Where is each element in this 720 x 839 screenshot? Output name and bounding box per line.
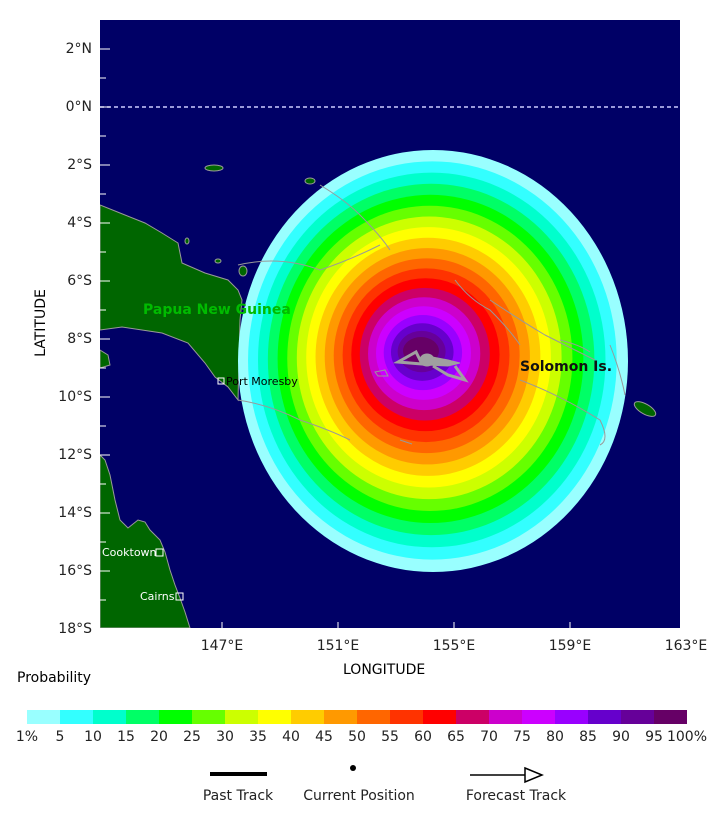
legend-label: 50: [348, 729, 366, 745]
city-label-cooktown: Cooktown: [102, 546, 157, 559]
legend-title: Probability: [17, 670, 92, 686]
lon-tick-label: 155°E: [432, 638, 476, 654]
legend-label: 30: [216, 729, 234, 745]
legend-swatch: [291, 710, 324, 724]
legend-label: 75: [513, 729, 531, 745]
lat-tick-label: 2°N: [65, 41, 92, 57]
legend-swatch: [258, 710, 291, 724]
legend-label: 70: [480, 729, 498, 745]
lat-tick-label: 16°S: [58, 563, 92, 579]
lat-tick-label: 6°S: [67, 273, 92, 289]
legend-swatch: [654, 710, 687, 724]
legend-swatch: [588, 710, 621, 724]
current-position-label: Current Position: [303, 788, 415, 804]
region-label-solomon: Solomon Is.: [520, 359, 613, 375]
legend-label: 1%: [15, 729, 39, 745]
lat-tick-label: 12°S: [58, 447, 92, 463]
longitude-axis-label: LONGITUDE: [343, 662, 426, 678]
lat-tick-label: 8°S: [67, 331, 92, 347]
island: [204, 164, 224, 172]
latitude-axis-label: LATITUDE: [33, 289, 49, 357]
lon-tick-label: 147°E: [200, 638, 244, 654]
legend-swatch: [93, 710, 126, 724]
legend-swatch: [621, 710, 654, 724]
legend-swatch: [159, 710, 192, 724]
city-markers: [155, 377, 225, 601]
legend-swatch: [324, 710, 357, 724]
legend-swatch: [423, 710, 456, 724]
forecast-track-label: Forecast Track: [465, 788, 567, 804]
legend-swatch: [522, 710, 555, 724]
map-plot: [100, 20, 680, 628]
lon-tick-label: 163°E: [664, 638, 708, 654]
legend-swatch: [192, 710, 225, 724]
legend-label: 90: [612, 729, 630, 745]
legend-label: 85: [579, 729, 597, 745]
legend-label: 40: [282, 729, 300, 745]
lat-tick-label: 0°N: [65, 99, 92, 115]
island: [304, 177, 316, 185]
lat-tick-label: 14°S: [58, 505, 92, 521]
past-track-label: Past Track: [202, 788, 274, 804]
legend-colorbar: [27, 710, 687, 724]
island: [633, 401, 657, 417]
forecast-track-swath: [392, 349, 469, 383]
island: [184, 237, 190, 245]
lon-tick-label: 151°E: [316, 638, 360, 654]
city-label-port-moresby: Port Moresby: [226, 375, 298, 388]
island: [214, 258, 222, 264]
legend-swatch: [456, 710, 489, 724]
legend-label: 80: [546, 729, 564, 745]
lat-tick-label: 4°S: [67, 215, 92, 231]
legend-swatch: [555, 710, 588, 724]
lat-tick-label: 2°S: [67, 157, 92, 173]
forecast-track-arrow-icon: [470, 766, 544, 784]
legend-swatch: [357, 710, 390, 724]
legend-swatch: [126, 710, 159, 724]
legend-swatch: [60, 710, 93, 724]
lon-tick-label: 159°E: [548, 638, 592, 654]
legend-label: 35: [249, 729, 267, 745]
legend-label: 20: [150, 729, 168, 745]
legend-label: 45: [315, 729, 333, 745]
legend-label: 100%: [666, 729, 708, 745]
legend-label: 5: [55, 729, 65, 745]
land-png-fragment: [100, 349, 111, 369]
legend-swatch: [390, 710, 423, 724]
city-label-cairns: Cairns: [140, 590, 175, 603]
legend-swatch: [489, 710, 522, 724]
region-label-png: Papua New Guinea: [143, 302, 291, 318]
coastlines: [237, 184, 626, 446]
legend-label: 10: [84, 729, 102, 745]
legend-label: 15: [117, 729, 135, 745]
past-track-symbol: [210, 772, 267, 776]
legend-label: 95: [645, 729, 663, 745]
legend-label: 65: [447, 729, 465, 745]
legend-label: 60: [414, 729, 432, 745]
island: [238, 265, 248, 277]
lat-tick-label: 18°S: [58, 621, 92, 637]
land-australia: [100, 454, 191, 628]
lat-tick-label: 10°S: [58, 389, 92, 405]
legend-swatch: [225, 710, 258, 724]
land-papua-new-guinea: [100, 204, 243, 402]
legend-label: 55: [381, 729, 399, 745]
legend-swatch: [27, 710, 60, 724]
legend-label: 25: [183, 729, 201, 745]
current-position-symbol: [350, 765, 356, 771]
